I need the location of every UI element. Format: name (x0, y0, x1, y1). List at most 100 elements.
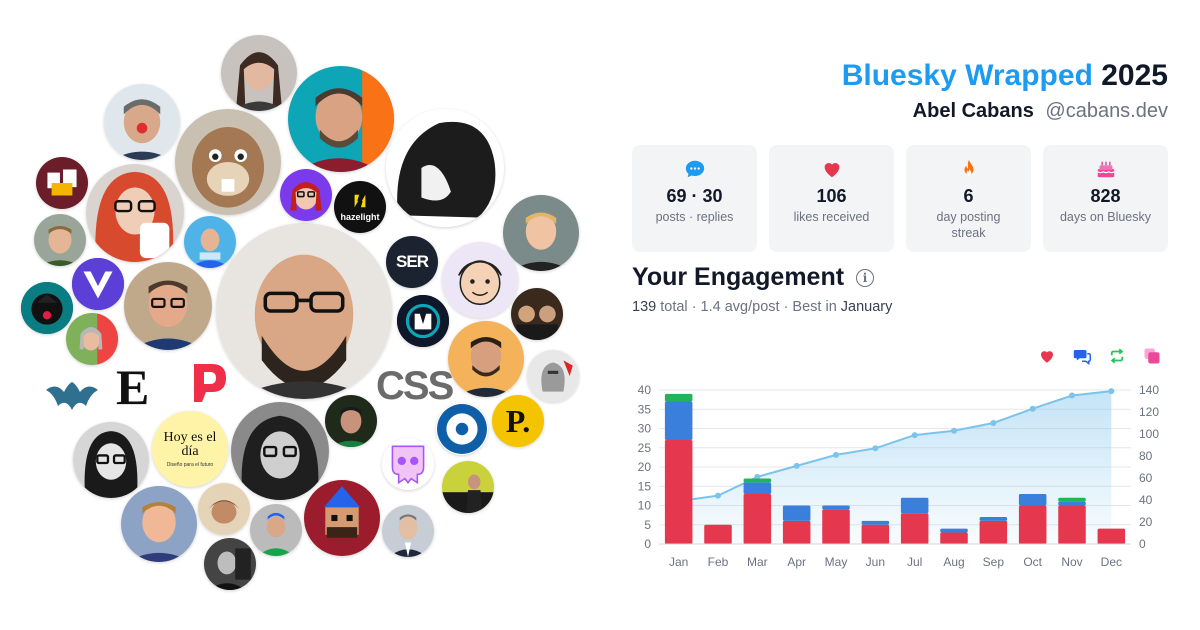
avatar[interactable] (72, 258, 124, 310)
cumulative-point (872, 445, 879, 452)
cumulative-point (1069, 392, 1075, 399)
stat-value: 106 (816, 186, 847, 206)
p-dot-logo: P. (505, 402, 531, 439)
bat-logo[interactable] (44, 378, 100, 412)
bar-likes (1058, 505, 1086, 544)
avatar[interactable] (382, 438, 434, 490)
avatar[interactable] (34, 214, 86, 266)
avatar[interactable] (204, 538, 256, 590)
avatar[interactable]: Hoy es el día Diseño para el futuro (152, 411, 228, 487)
avatar[interactable] (503, 195, 579, 271)
avatar[interactable] (198, 483, 250, 535)
avatar[interactable]: hazelight (334, 181, 386, 233)
avatar[interactable] (86, 164, 184, 262)
bar-likes (704, 524, 732, 544)
avatar[interactable] (73, 422, 149, 498)
bar-likes (900, 513, 929, 544)
avatar[interactable] (436, 403, 488, 455)
avatar[interactable] (442, 242, 518, 318)
legend-likes[interactable] (1038, 347, 1056, 365)
x-tick-label: Dec (1101, 555, 1122, 569)
avatar[interactable] (175, 109, 281, 215)
wrapped-header: Bluesky Wrapped 2025 Abel Cabans @cabans… (842, 58, 1168, 124)
e-logo[interactable]: E (116, 360, 166, 414)
legend-replies[interactable] (1073, 347, 1091, 365)
x-tick-label: Jun (866, 555, 885, 569)
bar-likes (822, 509, 850, 544)
x-tick-label: Jul (907, 555, 922, 569)
e-logo-text: E (116, 359, 150, 415)
cumulative-point (793, 462, 800, 469)
x-tick-label: Mar (747, 555, 768, 569)
bar-replies (1018, 493, 1047, 506)
css-logo[interactable]: CSS (376, 362, 454, 410)
avatar[interactable] (386, 109, 504, 227)
replies-icon (1073, 350, 1091, 365)
avatar[interactable] (250, 504, 302, 556)
avatar[interactable] (527, 350, 579, 402)
avatar[interactable] (221, 35, 297, 111)
ser-logo: SER (396, 252, 429, 271)
bar-reposts (1058, 497, 1086, 502)
avatar[interactable] (288, 66, 394, 172)
avatar[interactable] (104, 84, 180, 160)
legend-reposts[interactable] (1108, 347, 1126, 365)
x-tick-label: Oct (1023, 555, 1042, 569)
stat-card-posts: 69 · 30 posts · replies (632, 145, 757, 252)
cake-icon (1096, 161, 1115, 178)
avatar[interactable] (231, 402, 329, 500)
heart-icon (824, 163, 839, 178)
info-icon[interactable]: i (856, 268, 875, 287)
engagement-heading: Your Engagement i (632, 263, 875, 292)
p-red-logo[interactable] (190, 362, 228, 404)
avatar[interactable] (511, 288, 563, 340)
avatar-cloud: hazelight SER E (21, 35, 579, 590)
avatar[interactable] (66, 313, 118, 365)
engagement-summary: 139 total · 1.4 avg/post · Best in Janua… (632, 299, 892, 315)
y-left-tick-label: 0 (644, 537, 651, 551)
stat-label: day posting streak (936, 210, 1001, 240)
bar-replies (1058, 501, 1086, 506)
user-name: Abel Cabans (912, 100, 1034, 122)
y-left-tick-label: 35 (638, 402, 652, 416)
avatar[interactable] (21, 282, 73, 334)
avatar-main[interactable] (216, 223, 392, 399)
avatar[interactable] (382, 505, 434, 557)
avatar[interactable] (121, 486, 197, 562)
avatar[interactable] (124, 262, 212, 350)
bar-likes (664, 440, 693, 544)
bar-likes (940, 532, 968, 544)
avatar[interactable] (442, 461, 494, 513)
x-tick-label: Feb (708, 555, 729, 569)
y-right-tick-label: 100 (1139, 427, 1159, 441)
stat-value: 6 (963, 186, 974, 206)
y-left-tick-label: 40 (638, 383, 652, 397)
y-left-tick-label: 5 (644, 518, 651, 532)
avatar[interactable]: P. (492, 395, 544, 447)
x-tick-label: Jan (669, 555, 688, 569)
cumulative-point (990, 420, 997, 426)
bar-replies (664, 401, 693, 441)
avatar[interactable] (36, 157, 88, 209)
user-handle[interactable]: @cabans.dev (1045, 100, 1168, 122)
avatar[interactable] (184, 216, 236, 268)
avatar[interactable] (448, 321, 524, 397)
y-right-tick-label: 80 (1139, 449, 1153, 463)
bar-likes (1097, 528, 1126, 544)
stat-label: likes received (793, 210, 870, 224)
avatar[interactable]: SER (386, 236, 438, 288)
avatar[interactable] (280, 169, 332, 221)
avatar[interactable] (325, 395, 377, 447)
chat-bubble-icon (685, 160, 704, 178)
avatar[interactable] (304, 480, 380, 556)
heart-icon (1041, 351, 1053, 363)
chart-legend (1038, 347, 1161, 365)
engagement-title: Your Engagement (632, 263, 845, 291)
engagement-avg: · 1.4 avg/post · Best in (691, 299, 837, 315)
cumulative-point (951, 427, 957, 434)
legend-quotes[interactable] (1143, 347, 1161, 365)
avatar[interactable] (397, 295, 449, 347)
repost-icon (1110, 348, 1124, 364)
x-tick-label: Nov (1061, 555, 1082, 569)
quote-icon (1144, 348, 1160, 364)
